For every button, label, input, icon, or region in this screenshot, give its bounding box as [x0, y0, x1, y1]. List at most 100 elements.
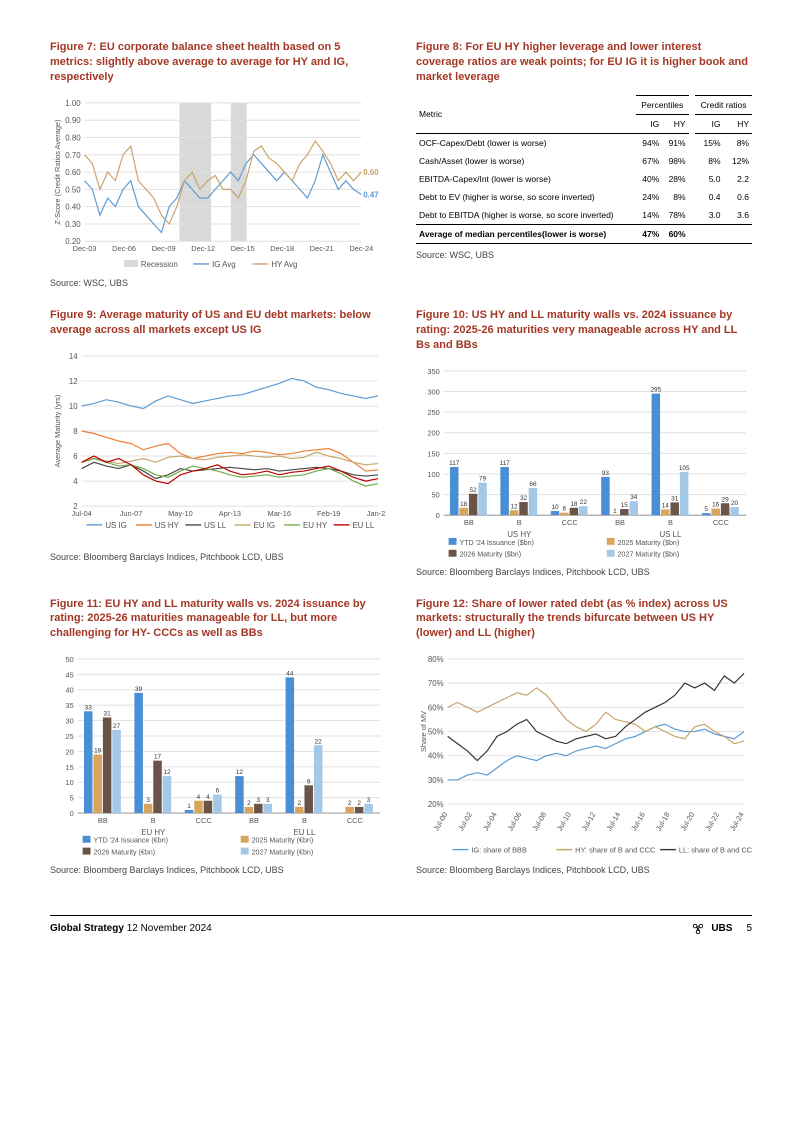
svg-text:15: 15: [65, 763, 73, 772]
svg-text:30%: 30%: [428, 776, 444, 785]
figure-grid: Figure 7: EU corporate balance sheet hea…: [50, 40, 752, 875]
svg-text:1: 1: [613, 508, 617, 515]
svg-text:3: 3: [257, 797, 261, 804]
svg-text:Jul-14: Jul-14: [604, 811, 622, 833]
svg-text:29: 29: [722, 496, 730, 503]
svg-text:6: 6: [216, 788, 220, 795]
svg-text:Dec-06: Dec-06: [112, 244, 136, 253]
svg-text:12: 12: [511, 503, 519, 510]
svg-text:45: 45: [65, 670, 73, 679]
svg-text:66: 66: [529, 481, 537, 488]
figure-10-chart: 050100150200250300350117185279BB11712326…: [416, 363, 752, 561]
footer-brand: UBS: [711, 923, 732, 934]
svg-text:52: 52: [470, 487, 478, 494]
svg-text:35: 35: [65, 701, 73, 710]
svg-text:5: 5: [70, 794, 74, 803]
svg-text:50%: 50%: [428, 728, 444, 737]
svg-text:EU IG: EU IG: [254, 521, 275, 530]
figure-7-chart: 0.200.300.400.500.600.700.800.901.00Dec-…: [50, 95, 386, 273]
svg-text:6: 6: [563, 506, 567, 513]
svg-text:Jul-04: Jul-04: [72, 509, 92, 518]
ubs-keys-icon: [691, 922, 705, 936]
svg-text:Mar-16: Mar-16: [268, 509, 291, 518]
svg-text:17: 17: [154, 754, 162, 761]
svg-text:Average Maturity (yrs): Average Maturity (yrs): [53, 395, 62, 468]
svg-text:79: 79: [479, 476, 487, 483]
svg-text:Dec-21: Dec-21: [310, 244, 334, 253]
svg-text:12: 12: [163, 769, 171, 776]
svg-text:33: 33: [85, 704, 93, 711]
svg-text:117: 117: [449, 460, 460, 467]
figure-12: Figure 12: Share of lower rated debt (as…: [416, 597, 752, 875]
svg-text:2: 2: [297, 800, 301, 807]
footer-date-value: 12 November 2024: [127, 923, 212, 934]
figure-9: Figure 9: Average maturity of US and EU …: [50, 308, 386, 576]
svg-text:0: 0: [436, 511, 440, 520]
svg-text:0.60: 0.60: [65, 168, 81, 177]
figure-11: Figure 11: EU HY and LL maturity walls v…: [50, 597, 386, 875]
svg-text:10: 10: [69, 402, 78, 411]
figure-8-table: MetricPercentilesCredit ratiosIGHYIGHYOC…: [416, 95, 752, 244]
svg-text:CCC: CCC: [347, 816, 364, 825]
figure-10: Figure 10: US HY and LL maturity walls v…: [416, 308, 752, 576]
svg-text:B: B: [517, 518, 522, 527]
footer-page: 5: [746, 923, 752, 934]
figure-9-source: Source: Bloomberg Barclays Indices, Pitc…: [50, 552, 386, 562]
svg-text:1: 1: [187, 803, 191, 810]
svg-text:Dec-03: Dec-03: [73, 244, 97, 253]
svg-text:0.50: 0.50: [65, 185, 81, 194]
svg-text:350: 350: [427, 367, 439, 376]
svg-text:5: 5: [704, 506, 708, 513]
svg-text:4: 4: [73, 477, 78, 486]
svg-text:30: 30: [65, 717, 73, 726]
svg-text:Z-Score (Credit Ratios Average: Z-Score (Credit Ratios Average): [53, 119, 62, 224]
figure-8-title: Figure 8: For EU HY higher leverage and …: [416, 40, 752, 85]
svg-text:Jul-22: Jul-22: [703, 811, 721, 833]
svg-text:BB: BB: [464, 518, 474, 527]
svg-text:9: 9: [307, 778, 311, 785]
svg-text:0.30: 0.30: [65, 219, 81, 228]
svg-text:Dec-09: Dec-09: [152, 244, 176, 253]
svg-text:6: 6: [73, 452, 78, 461]
svg-text:250: 250: [427, 408, 439, 417]
svg-text:YTD '24 Issuance ($bn): YTD '24 Issuance ($bn): [459, 539, 533, 547]
svg-text:80%: 80%: [428, 655, 444, 664]
svg-text:70%: 70%: [428, 679, 444, 688]
figure-11-title: Figure 11: EU HY and LL maturity walls v…: [50, 597, 386, 642]
svg-text:3: 3: [367, 797, 371, 804]
svg-text:Jul-00: Jul-00: [431, 811, 449, 833]
page-footer: Global Strategy 12 November 2024 UBS 5: [50, 915, 752, 936]
svg-text:Jul-16: Jul-16: [629, 811, 647, 833]
svg-text:44: 44: [286, 671, 294, 678]
svg-text:Recession: Recession: [141, 259, 178, 268]
svg-text:Share of MV: Share of MV: [419, 711, 428, 752]
svg-text:0.40: 0.40: [65, 202, 81, 211]
figure-7-title: Figure 7: EU corporate balance sheet hea…: [50, 40, 386, 85]
svg-text:15: 15: [621, 502, 629, 509]
figure-7: Figure 7: EU corporate balance sheet hea…: [50, 40, 386, 288]
figure-10-title: Figure 10: US HY and LL maturity walls v…: [416, 308, 752, 353]
svg-text:0.80: 0.80: [65, 133, 81, 142]
svg-text:Jul-08: Jul-08: [530, 811, 548, 833]
svg-text:93: 93: [602, 470, 610, 477]
svg-text:34: 34: [630, 494, 638, 501]
svg-text:2: 2: [357, 800, 361, 807]
svg-text:19: 19: [94, 748, 102, 755]
svg-text:10: 10: [551, 504, 559, 511]
svg-text:IG: share of BBB: IG: share of BBB: [471, 846, 527, 855]
svg-text:39: 39: [135, 686, 143, 693]
svg-text:105: 105: [679, 465, 690, 472]
svg-text:3: 3: [146, 797, 150, 804]
svg-text:2025 Maturity ($bn): 2025 Maturity ($bn): [618, 539, 680, 547]
svg-text:B: B: [151, 816, 156, 825]
svg-text:295: 295: [650, 387, 661, 394]
figure-12-source: Source: Bloomberg Barclays Indices, Pitc…: [416, 865, 752, 875]
svg-text:Dec-12: Dec-12: [191, 244, 215, 253]
svg-text:14: 14: [662, 502, 670, 509]
svg-text:0.60: 0.60: [363, 168, 379, 177]
svg-text:27: 27: [113, 723, 121, 730]
svg-text:EU HY: EU HY: [303, 521, 328, 530]
svg-text:117: 117: [500, 460, 511, 467]
svg-text:0: 0: [70, 809, 74, 818]
svg-text:31: 31: [104, 711, 112, 718]
